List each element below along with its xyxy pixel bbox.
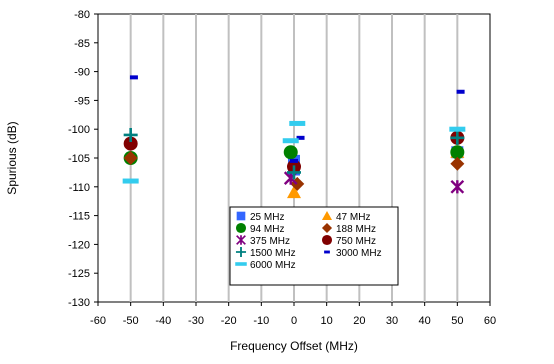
legend-label: 25 MHz [250, 212, 284, 223]
y-tick-label: -115 [69, 211, 90, 223]
y-tick-label: -85 [74, 38, 90, 50]
legend-box [229, 206, 399, 286]
data-point [450, 130, 465, 145]
legend-label: 6000 MHz [250, 260, 296, 271]
tick-layer: -60 -50 -40 -30 -20 -10 0 10 20 30 40 50 60-80-85-90… [68, 9, 496, 327]
data-point [123, 136, 138, 151]
data-point [456, 89, 465, 94]
y-tick-label: -80 [74, 9, 90, 21]
data-point [129, 75, 138, 80]
data-point [282, 138, 299, 144]
x-tick-label: -60 [90, 315, 106, 327]
x-tick-label: 0 [291, 315, 297, 327]
x-tick-label: -40 [155, 315, 171, 327]
legend-item: 188 MHz [321, 222, 376, 235]
legend-label: 47 MHz [336, 212, 370, 223]
y-tick-label: -125 [68, 268, 90, 280]
data-point [122, 178, 139, 184]
x-tick-label: 10 [321, 315, 333, 327]
legend-item: 1500 MHz [235, 246, 296, 259]
legend-item: 750 MHz [321, 234, 376, 247]
y-tick-label: -100 [68, 124, 90, 136]
legend: 25 MHz 47 MHz 94 MHz 188 MHz 375 MHz 750 MHz 1… [229, 206, 399, 286]
x-tick-label: -50 [123, 315, 139, 327]
legend-item: 25 MHz [236, 211, 284, 223]
legend-label: 1500 MHz [250, 248, 296, 259]
x-tick-label: -10 [253, 315, 269, 327]
data-point [450, 179, 465, 194]
series-6000-mhz [122, 120, 466, 184]
legend-marker [235, 246, 247, 258]
legend-marker [321, 234, 333, 246]
x-tick-label: 30 [386, 315, 398, 327]
x-tick-label: 40 [419, 315, 431, 327]
data-point [287, 165, 301, 180]
data-point [287, 185, 301, 199]
legend-label: 375 MHz [250, 236, 290, 247]
legend-marker [236, 235, 246, 245]
data-point [123, 127, 138, 142]
x-tick-label: -20 [221, 315, 237, 327]
x-axis-title: Frequency Offset (MHz) [230, 339, 358, 353]
y-tick-label: -95 [74, 95, 90, 107]
legend-item: 94 MHz [235, 222, 284, 235]
legend-marker [321, 210, 333, 221]
legend-marker [235, 222, 247, 234]
legend-label: 750 MHz [336, 236, 376, 247]
legend-item: 3000 MHz [324, 248, 382, 259]
x-tick-label: 20 [353, 315, 365, 327]
legend-label: 94 MHz [250, 224, 284, 235]
legend-item: 6000 MHz [235, 260, 296, 271]
legend-item: 375 MHz [236, 235, 290, 247]
y-tick-label: -110 [69, 182, 90, 194]
x-tick-label: 50 [451, 315, 463, 327]
data-point [123, 151, 138, 165]
series-layer [122, 75, 466, 199]
data-point [449, 126, 466, 132]
legend-items: 25 MHz 47 MHz 94 MHz 188 MHz 375 MHz 750 MHz 1… [235, 210, 382, 271]
data-point [450, 156, 465, 171]
series-3000-mhz [129, 75, 465, 163]
y-tick-label: -105 [68, 153, 90, 165]
data-point [283, 145, 298, 160]
legend-item: 47 MHz [321, 210, 370, 223]
legend-marker [236, 211, 246, 221]
x-tick-label: 60 [484, 315, 496, 327]
data-point [296, 135, 305, 140]
legend-marker [321, 222, 333, 234]
data-point [289, 120, 306, 126]
y-tick-label: -130 [68, 297, 90, 309]
y-tick-label: -120 [68, 239, 90, 251]
data-point [290, 158, 298, 163]
legend-marker [235, 262, 247, 266]
y-tick-label: -90 [74, 67, 90, 79]
series-1500-mhz [123, 127, 465, 180]
legend-label: 188 MHz [336, 224, 376, 235]
data-point [450, 145, 465, 160]
x-tick-label: -30 [188, 315, 204, 327]
legend-marker [324, 250, 330, 254]
y-axis-title: Spurious (dB) [5, 121, 19, 194]
legend-label: 3000 MHz [336, 248, 382, 259]
